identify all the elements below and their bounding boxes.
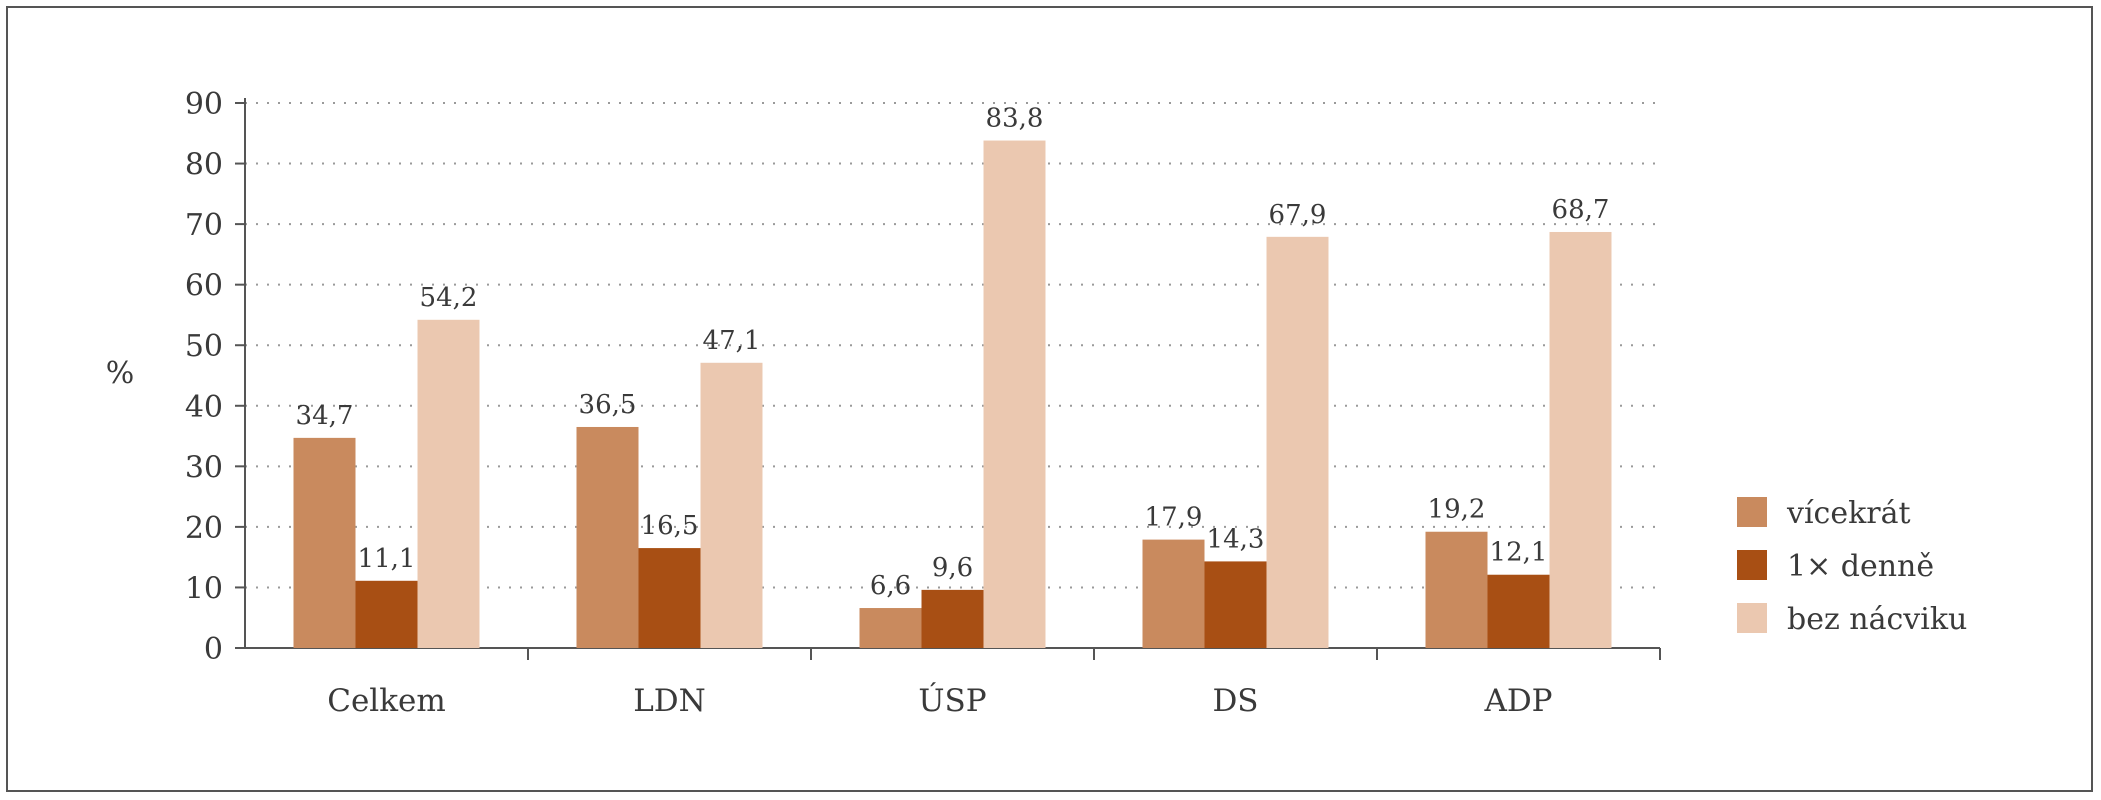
data-label: 47,1 bbox=[703, 326, 761, 356]
data-label: 36,5 bbox=[579, 390, 637, 420]
bar bbox=[1266, 236, 1329, 649]
legend: vícekrát 1× denně bez nácviku bbox=[1737, 496, 1967, 637]
y-tick-label: 70 bbox=[185, 208, 223, 243]
data-label: 12,1 bbox=[1490, 538, 1548, 568]
chart-frame bbox=[6, 6, 2093, 792]
bar bbox=[1204, 561, 1267, 648]
data-label: 16,5 bbox=[641, 511, 699, 541]
x-category-label: DS bbox=[1212, 683, 1258, 719]
y-tick-label: 20 bbox=[185, 511, 223, 546]
data-label: 17,9 bbox=[1145, 503, 1203, 533]
bar bbox=[859, 608, 922, 648]
data-label: 68,7 bbox=[1552, 195, 1610, 225]
legend-label: vícekrát bbox=[1786, 496, 1911, 531]
y-tick-label: 80 bbox=[185, 148, 223, 183]
bar bbox=[1487, 574, 1550, 648]
x-category-label: ADP bbox=[1483, 683, 1552, 719]
bar bbox=[293, 437, 356, 648]
bar bbox=[638, 548, 701, 648]
data-label: 34,7 bbox=[296, 401, 354, 431]
y-tick-label: 50 bbox=[185, 329, 223, 364]
data-label: 83,8 bbox=[986, 104, 1044, 134]
legend-label: 1× denně bbox=[1787, 549, 1934, 584]
y-tick-label: 10 bbox=[185, 571, 223, 606]
data-label: 54,2 bbox=[420, 283, 478, 313]
bar bbox=[1142, 539, 1205, 648]
axes: 0 10 20 30 40 50 60 70 80 90 Celkem LDN ÚSP DS ADP bbox=[185, 87, 1661, 719]
bar bbox=[700, 362, 763, 648]
data-label: 67,9 bbox=[1269, 200, 1327, 230]
bars bbox=[293, 140, 1612, 649]
y-tick-label: 0 bbox=[204, 632, 223, 667]
y-tick-label: 60 bbox=[185, 269, 223, 304]
bar bbox=[355, 580, 418, 648]
bar bbox=[576, 426, 639, 648]
x-category-label: LDN bbox=[633, 683, 706, 719]
bar bbox=[921, 589, 984, 648]
bar bbox=[417, 319, 480, 648]
bar bbox=[1549, 231, 1612, 648]
y-tick-label: 90 bbox=[185, 87, 223, 122]
y-tick-label: 40 bbox=[185, 390, 223, 425]
data-label: 14,3 bbox=[1207, 524, 1265, 554]
legend-swatch bbox=[1737, 550, 1767, 580]
y-tick-label: 30 bbox=[185, 450, 223, 485]
bar bbox=[983, 140, 1046, 649]
data-labels: 34,7 11,1 54,2 36,5 16,5 47,1 6,6 9,6 83,8 17,914… bbox=[296, 104, 1610, 601]
data-label: 9,6 bbox=[932, 553, 973, 583]
bar bbox=[1425, 531, 1488, 648]
x-category-label: Celkem bbox=[327, 683, 446, 719]
x-category-label: ÚSP bbox=[918, 681, 986, 719]
legend-label: bez nácviku bbox=[1787, 602, 1967, 637]
data-label: 11,1 bbox=[358, 544, 416, 574]
data-label: 6,6 bbox=[870, 571, 911, 601]
data-label: 19,2 bbox=[1428, 495, 1486, 525]
legend-swatch bbox=[1737, 603, 1767, 633]
y-axis-title: % bbox=[106, 356, 135, 391]
legend-swatch bbox=[1737, 497, 1767, 527]
